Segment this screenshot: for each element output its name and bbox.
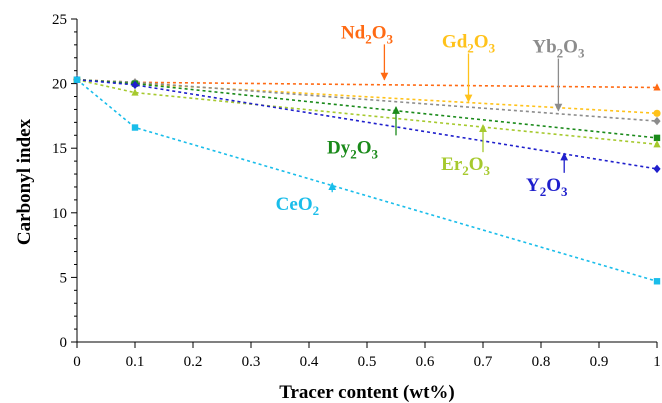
- x-tick-label: 0.6: [416, 354, 435, 370]
- annotations: Nd2O3 Gd2O3 Yb2O3 Dy2O3 Er2O3 Y2O3 CeO2: [276, 22, 585, 218]
- data-point-yb2o3: [653, 116, 661, 126]
- x-tick-label: 0.3: [242, 354, 261, 370]
- x-tick-label: 0: [73, 354, 81, 370]
- x-tick-label: 0.5: [358, 354, 377, 370]
- data-point-ceo2: [131, 124, 139, 131]
- series-group: [73, 75, 661, 285]
- series-label-dy2o3: Dy2O3: [327, 137, 379, 161]
- x-tick-label: 0.8: [532, 354, 551, 370]
- y-tick-label: 10: [52, 206, 67, 222]
- y-tick-label: 0: [60, 335, 68, 351]
- series-line-nd2o3: [76, 78, 658, 89]
- series-label-gd2o3: Gd2O3: [442, 31, 496, 55]
- x-tick-label: 0.1: [126, 354, 145, 370]
- x-tick-label: 0.4: [300, 354, 319, 370]
- y-tick-label: 5: [60, 270, 68, 286]
- data-point-gd2o3: [653, 109, 661, 117]
- y-tick-label: 25: [52, 12, 67, 28]
- y-tick-label: 20: [52, 77, 67, 93]
- data-point-er2o3: [131, 88, 139, 96]
- y-axis-title: Carbonyl index: [14, 118, 35, 245]
- series-label-yb2o3: Yb2O3: [532, 37, 585, 61]
- x-tick-label: 0.7: [474, 354, 493, 370]
- data-point-nd2o3: [653, 83, 661, 91]
- axes: 0 5 10 15 20 25 0 0.1 0.2 0.3 0.4 0.5 0.6 0.7 0.8 0.9 1: [52, 12, 661, 370]
- series-label-er2o3: Er2O3: [441, 154, 490, 178]
- series-label-nd2o3: Nd2O3: [341, 22, 394, 46]
- x-tick-label: 1: [653, 354, 661, 370]
- series-line-er2o3: [76, 78, 658, 146]
- x-tick-label: 0.2: [184, 354, 203, 370]
- data-point-ceo2: [73, 76, 81, 83]
- data-point-dy2o3: [653, 134, 661, 142]
- series-label-ceo2: CeO2: [276, 194, 319, 218]
- data-point-y2o3: [131, 80, 139, 90]
- data-point-ceo2: [653, 278, 661, 285]
- x-axis-title: Tracer content (wt%): [279, 382, 455, 403]
- data-point-er2o3: [653, 140, 661, 148]
- y-tick-label: 15: [52, 141, 67, 157]
- data-point-y2o3: [653, 164, 661, 174]
- x-tick-label: 0.9: [590, 354, 609, 370]
- series-label-y2o3: Y2O3: [526, 175, 568, 199]
- series-line-ceo2: [76, 79, 658, 283]
